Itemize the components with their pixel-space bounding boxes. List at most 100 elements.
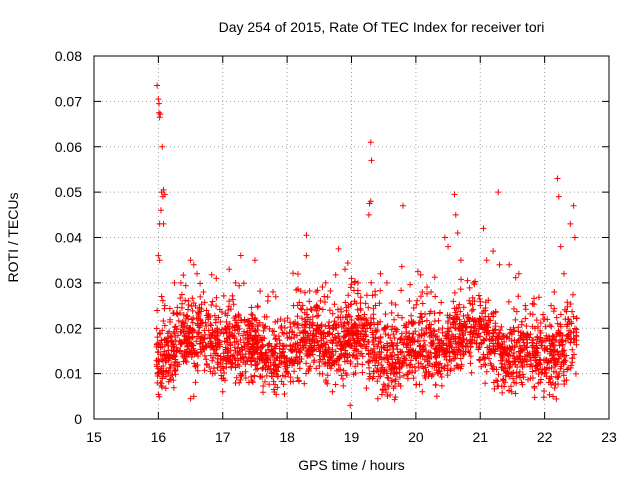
data-point	[239, 332, 246, 339]
data-point	[397, 349, 404, 356]
data-point	[357, 299, 364, 306]
data-point	[472, 278, 479, 285]
data-point	[502, 372, 509, 379]
data-point	[187, 349, 194, 356]
data-point	[471, 317, 478, 324]
data-point	[499, 355, 506, 362]
data-point	[529, 300, 536, 307]
data-point	[491, 385, 498, 392]
data-point	[159, 143, 166, 150]
data-point	[406, 330, 413, 337]
data-point	[207, 368, 214, 375]
data-point	[398, 334, 405, 341]
data-point	[314, 337, 321, 344]
data-point	[500, 377, 507, 384]
data-point	[353, 343, 360, 350]
data-point	[255, 339, 262, 346]
data-point	[297, 339, 304, 346]
data-point	[249, 312, 256, 319]
data-point	[269, 348, 276, 355]
data-point	[172, 371, 179, 378]
data-point	[365, 304, 372, 311]
data-point	[510, 369, 517, 376]
data-point	[569, 308, 576, 315]
data-point	[402, 333, 409, 340]
data-point	[157, 111, 164, 118]
data-point	[221, 369, 228, 376]
data-point	[463, 336, 470, 343]
data-point	[395, 354, 402, 361]
x-tick-label: 21	[472, 429, 488, 445]
data-point	[169, 354, 176, 361]
chart-title: Day 254 of 2015, Rate Of TEC Index for r…	[219, 19, 545, 35]
data-point	[251, 373, 258, 380]
data-point	[224, 312, 231, 319]
data-point	[354, 335, 361, 342]
data-point	[367, 139, 374, 146]
data-point	[303, 252, 310, 259]
data-point	[458, 276, 465, 283]
x-tick-label: 23	[601, 429, 617, 445]
data-point	[510, 353, 517, 360]
data-point	[329, 348, 336, 355]
data-point	[269, 327, 276, 334]
data-point	[375, 353, 382, 360]
data-point	[236, 363, 243, 370]
data-point	[295, 377, 302, 384]
data-point	[183, 312, 190, 319]
data-point	[551, 348, 558, 355]
data-point	[435, 361, 442, 368]
data-point	[471, 281, 478, 288]
data-point	[357, 342, 364, 349]
data-point	[553, 396, 560, 403]
data-point	[267, 365, 274, 372]
data-point	[495, 189, 502, 196]
data-point	[200, 288, 207, 295]
data-point	[494, 342, 501, 349]
data-point	[171, 324, 178, 331]
data-point	[374, 378, 381, 385]
data-point	[276, 337, 283, 344]
data-point	[154, 349, 161, 356]
data-point	[558, 363, 565, 370]
data-point	[456, 316, 463, 323]
data-point	[188, 316, 195, 323]
data-point	[361, 311, 368, 318]
data-point	[186, 339, 193, 346]
data-point	[550, 368, 557, 375]
data-point	[341, 328, 348, 335]
data-point	[378, 391, 385, 398]
data-point	[213, 303, 220, 310]
data-point	[274, 368, 281, 375]
data-point	[374, 395, 381, 402]
data-point	[569, 291, 576, 298]
data-point	[335, 333, 342, 340]
data-point	[406, 298, 413, 305]
data-point	[248, 311, 255, 318]
data-point	[339, 375, 346, 382]
data-point	[388, 299, 395, 306]
data-point	[515, 270, 522, 277]
data-point	[276, 340, 283, 347]
data-point	[313, 288, 320, 295]
data-point	[236, 325, 243, 332]
data-point	[535, 294, 542, 301]
data-point	[337, 345, 344, 352]
data-point	[488, 337, 495, 344]
data-point	[185, 302, 192, 309]
data-point	[294, 360, 301, 367]
data-point	[507, 326, 514, 333]
data-point	[291, 368, 298, 375]
data-point	[425, 373, 432, 380]
data-point	[560, 270, 567, 277]
data-point	[452, 320, 459, 327]
data-point	[541, 316, 548, 323]
data-point	[565, 365, 572, 372]
data-point	[195, 312, 202, 319]
data-point	[363, 343, 370, 350]
data-point	[564, 332, 571, 339]
data-point	[436, 309, 443, 316]
data-point	[273, 355, 280, 362]
data-point	[220, 330, 227, 337]
data-point	[193, 338, 200, 345]
